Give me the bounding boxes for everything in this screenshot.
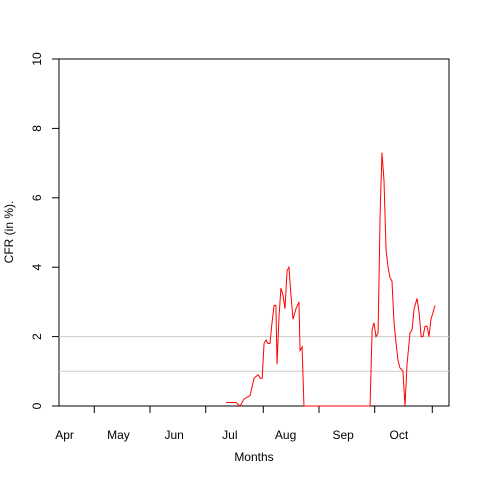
x-axis-label: Months (234, 450, 273, 464)
y-tick-label: 10 (30, 52, 44, 66)
x-tick-label: Aug (275, 428, 296, 442)
y-axis-label: CFR (in %). (2, 201, 16, 264)
x-tick-label: Apr (55, 428, 74, 442)
x-tick-label: Jun (164, 428, 183, 442)
y-tick-label: 8 (30, 125, 44, 132)
data-line (225, 152, 436, 407)
y-tick-label: 4 (30, 264, 44, 271)
y-tick-label: 6 (30, 194, 44, 201)
x-tick-label: May (107, 428, 130, 442)
x-tick-label: Sep (332, 428, 354, 442)
x-tick-label: Jul (222, 428, 237, 442)
x-tick-label: Oct (390, 428, 409, 442)
y-tick-label: 0 (30, 402, 44, 409)
y-tick-label: 2 (30, 333, 44, 340)
plot-box (58, 58, 450, 407)
